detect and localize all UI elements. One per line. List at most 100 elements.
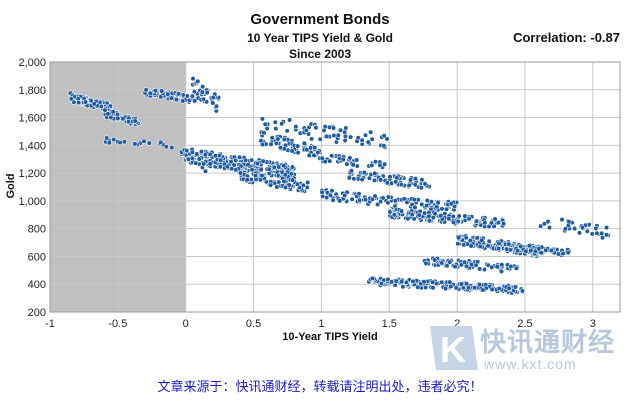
data-point xyxy=(385,194,392,200)
data-point xyxy=(275,136,281,142)
data-point xyxy=(399,279,405,285)
data-point xyxy=(313,125,319,131)
data-point xyxy=(147,90,153,96)
data-point xyxy=(526,243,533,249)
data-point xyxy=(576,230,583,236)
data-point xyxy=(528,248,534,254)
data-point xyxy=(202,152,208,158)
data-point xyxy=(412,204,418,210)
data-point xyxy=(351,176,357,182)
data-point xyxy=(276,164,282,170)
data-point xyxy=(384,180,391,186)
data-point xyxy=(603,232,610,238)
data-point xyxy=(566,219,572,225)
data-point xyxy=(426,218,433,224)
data-point xyxy=(450,219,457,225)
data-point xyxy=(268,182,274,188)
data-point xyxy=(274,184,280,190)
data-point xyxy=(236,154,243,160)
data-point xyxy=(538,250,544,256)
data-point xyxy=(245,162,251,168)
correlation-annotation: Correlation: -0.87 xyxy=(513,30,620,45)
data-point xyxy=(430,215,436,221)
data-point xyxy=(273,140,280,146)
data-point xyxy=(249,157,255,163)
data-point xyxy=(405,216,411,222)
data-point xyxy=(519,288,526,294)
data-point xyxy=(499,262,505,268)
data-point xyxy=(91,101,97,107)
data-point xyxy=(344,161,350,167)
data-point xyxy=(456,213,462,219)
data-point xyxy=(469,262,475,268)
data-point xyxy=(202,168,209,174)
data-point xyxy=(594,230,600,236)
data-point xyxy=(421,279,427,285)
data-point xyxy=(165,91,171,97)
data-point xyxy=(444,263,450,269)
x-axis-label: 10-Year TIPS Yield xyxy=(282,331,377,343)
data-point xyxy=(282,172,288,178)
data-point xyxy=(286,182,292,188)
data-point xyxy=(293,123,299,130)
data-point xyxy=(506,285,512,291)
data-point xyxy=(273,126,279,132)
data-point xyxy=(264,125,270,132)
x-tick-label: 0.5 xyxy=(246,318,261,330)
data-point xyxy=(329,188,335,194)
data-point xyxy=(369,136,375,142)
data-point xyxy=(579,225,586,231)
data-point xyxy=(384,136,390,142)
data-point xyxy=(446,216,452,222)
data-point xyxy=(377,162,383,168)
data-point xyxy=(480,287,486,293)
data-point xyxy=(599,235,606,241)
data-point xyxy=(458,281,465,287)
data-point xyxy=(369,196,376,202)
data-point xyxy=(443,286,449,292)
data-point xyxy=(243,157,249,163)
watermark-text: 快讯通财经 xyxy=(480,328,616,358)
data-point xyxy=(105,111,111,117)
data-point xyxy=(401,196,407,202)
y-tick-label: 600 xyxy=(28,251,46,263)
data-point xyxy=(560,250,566,257)
data-point xyxy=(342,137,348,144)
data-point xyxy=(565,250,571,256)
data-point xyxy=(198,149,204,155)
data-point xyxy=(599,230,605,236)
data-point xyxy=(584,228,590,234)
data-point xyxy=(512,284,519,290)
data-point xyxy=(324,133,330,139)
data-point xyxy=(327,158,333,164)
data-point xyxy=(259,116,266,122)
data-point xyxy=(422,181,428,187)
data-point xyxy=(466,216,472,222)
data-point xyxy=(244,177,250,183)
chart-title: Government Bonds xyxy=(250,11,389,28)
data-point xyxy=(361,170,368,176)
data-point xyxy=(359,176,365,183)
data-point xyxy=(362,132,369,138)
data-point xyxy=(192,98,198,104)
data-point xyxy=(340,156,346,163)
data-point xyxy=(158,139,164,145)
x-tick-label: -1 xyxy=(45,318,55,330)
data-point xyxy=(317,136,323,142)
data-point xyxy=(543,247,549,253)
data-point xyxy=(381,143,387,149)
data-point xyxy=(481,266,488,273)
data-point xyxy=(412,176,419,182)
data-point xyxy=(439,260,445,266)
data-point xyxy=(593,225,599,231)
data-point xyxy=(381,133,387,139)
data-point xyxy=(398,182,405,188)
data-point xyxy=(259,173,265,179)
data-point xyxy=(189,93,195,99)
data-point xyxy=(117,140,123,146)
data-point xyxy=(237,170,244,176)
data-point xyxy=(492,216,498,222)
data-point xyxy=(102,107,108,113)
data-point xyxy=(523,248,529,254)
